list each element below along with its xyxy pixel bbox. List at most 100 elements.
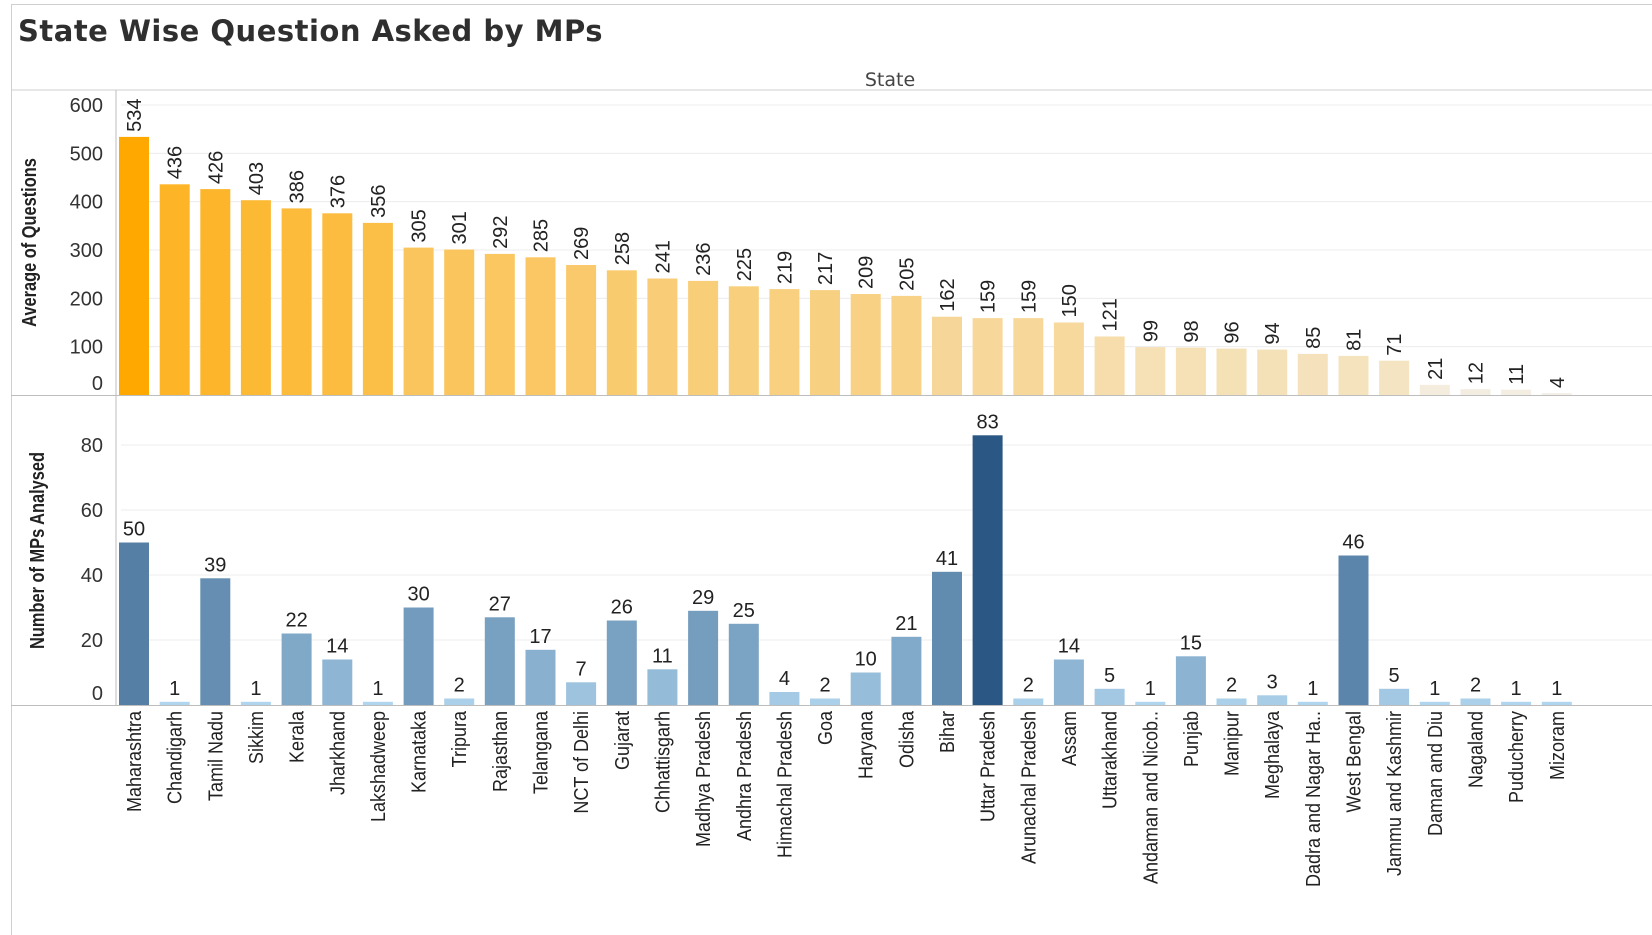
data-label: 121 (1100, 298, 1122, 331)
bar (606, 270, 637, 395)
data-label: 236 (693, 243, 715, 276)
data-label: 81 (1344, 329, 1366, 351)
data-label: 1 (1145, 678, 1156, 700)
data-label: 2 (1470, 675, 1481, 697)
data-label: 534 (124, 99, 146, 132)
bar (1175, 656, 1206, 706)
y-tick-label: 0 (92, 373, 103, 395)
bar (484, 253, 515, 395)
data-label: 4 (779, 668, 790, 690)
bar (362, 222, 393, 395)
bar (1257, 695, 1288, 706)
bar (444, 698, 475, 705)
x-tick-label: Gujarat (612, 710, 634, 770)
data-label: 7 (576, 658, 587, 680)
x-axis-header: State (865, 69, 915, 91)
data-label: 159 (1018, 280, 1040, 313)
data-label: 46 (1342, 532, 1364, 554)
data-label: 356 (368, 185, 390, 218)
x-tick-label: Madhya Pradesh (693, 711, 715, 847)
x-tick-label: Chandigarh (165, 711, 187, 804)
data-label: 11 (1506, 364, 1528, 385)
y-tick-label: 200 (70, 288, 103, 310)
bar (444, 249, 475, 395)
bar (1460, 389, 1491, 395)
chart-frame (11, 4, 1652, 935)
y-tick-label: 300 (70, 240, 103, 262)
data-label: 99 (1140, 320, 1162, 342)
data-label: 386 (287, 170, 309, 203)
bar (1053, 322, 1084, 395)
bar (566, 265, 597, 395)
data-label: 225 (734, 248, 756, 281)
data-label: 2 (454, 675, 465, 697)
data-label: 27 (489, 593, 511, 615)
data-label: 1 (169, 678, 180, 700)
x-tick-label: Sikkim (246, 711, 268, 764)
bar (1501, 389, 1532, 395)
bar (1460, 698, 1491, 705)
data-label: 305 (409, 209, 431, 242)
data-label: 150 (1059, 284, 1081, 317)
x-tick-label: Manipur (1222, 710, 1244, 776)
bar (322, 659, 353, 705)
bar (200, 578, 231, 706)
x-tick-label: Dadra and Nagar Ha.. (1303, 711, 1325, 887)
y-tick-label: 400 (70, 192, 103, 214)
data-label: 205 (896, 258, 918, 291)
bar (1297, 701, 1328, 706)
x-tick-label: Karnataka (409, 711, 431, 793)
bar (1175, 347, 1206, 395)
bar (1338, 555, 1369, 705)
bar (1013, 698, 1044, 705)
bar (1541, 701, 1572, 706)
bar (972, 435, 1003, 706)
data-label: 71 (1384, 333, 1406, 355)
x-tick-label: Meghalaya (1262, 711, 1284, 799)
data-label: 1 (1307, 678, 1318, 700)
bar (566, 682, 597, 706)
y-tick-label: 60 (81, 500, 103, 522)
bar (525, 257, 556, 396)
x-tick-label: Uttarakhand (1100, 711, 1122, 809)
average-questions-panel: 0 100 200 300 400 500 600 Average of Questions 5… (11, 90, 1652, 396)
x-tick-label: Jammu and Kashmir (1384, 710, 1406, 876)
data-label: 209 (856, 256, 878, 289)
x-tick-label: Maharashtra (124, 711, 146, 812)
bar (281, 208, 312, 395)
x-tick-label: Goa (815, 711, 837, 745)
y-tick-label: 0 (92, 683, 103, 705)
data-label: 21 (1425, 358, 1447, 380)
data-label: 241 (652, 240, 674, 273)
bar (728, 286, 759, 396)
bar (322, 213, 353, 395)
data-label: 26 (611, 597, 633, 619)
data-label: 2 (1226, 675, 1237, 697)
data-label: 98 (1181, 320, 1203, 342)
x-tick-label: Tamil Nadu (205, 711, 227, 801)
y-axis-title: Average of Questions (17, 158, 40, 327)
bar (240, 200, 271, 395)
x-tick-label: Assam (1059, 711, 1081, 766)
data-label: 94 (1262, 322, 1284, 344)
chart-title: State Wise Question Asked by MPs (18, 14, 603, 48)
x-tick-label: Chhattisgarh (653, 711, 675, 813)
data-label: 292 (490, 216, 512, 249)
bar (1419, 701, 1450, 706)
bar (119, 136, 149, 395)
bar (932, 316, 962, 395)
bar (891, 295, 922, 395)
bar (932, 571, 962, 706)
data-label: 162 (937, 278, 959, 311)
data-label: 12 (1466, 362, 1488, 384)
data-label: 25 (733, 600, 755, 622)
bar (810, 698, 840, 705)
data-label: 159 (978, 280, 1000, 313)
bar (1257, 349, 1288, 395)
bar (403, 247, 434, 395)
bar (728, 623, 759, 706)
bar (1216, 698, 1247, 705)
x-tick-label: NCT of Delhi (571, 711, 593, 814)
data-label: 50 (123, 519, 145, 541)
x-tick-label: Tripura (449, 711, 471, 768)
